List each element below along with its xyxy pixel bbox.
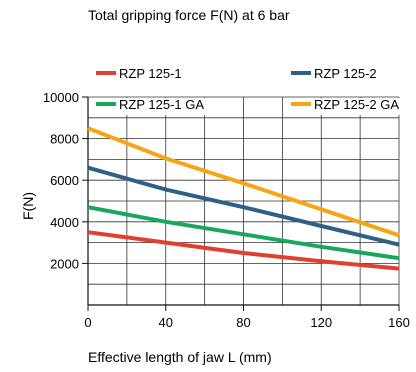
chart-axes <box>82 96 400 311</box>
chart-grid <box>88 96 400 305</box>
x-axis-label: Effective length of jaw L (mm) <box>88 349 272 365</box>
x-tick-label: 40 <box>159 315 173 330</box>
series-line <box>87 230 400 271</box>
x-tick-label: 120 <box>310 315 332 330</box>
legend-item: RZP 125-2 <box>291 66 381 84</box>
legend-label: RZP 125-2 <box>314 66 377 81</box>
legend-label: RZP 125-1 GA <box>119 97 204 112</box>
series-line <box>87 205 400 261</box>
legend-bg <box>96 98 209 115</box>
legend-label: RZP 125-2 GA <box>314 97 399 112</box>
x-tick-label: 160 <box>388 315 410 330</box>
legend-item: RZP 125-1 <box>96 66 186 84</box>
legend-bg <box>291 67 381 84</box>
legend-item: RZP 125-2 GA <box>291 97 404 115</box>
chart-title: Total gripping force F(N) at 6 bar <box>88 7 290 23</box>
series-line <box>87 165 400 247</box>
legend-bg <box>96 67 186 84</box>
x-tick-label: 0 <box>84 315 91 330</box>
y-tick-label: 10000 <box>43 90 79 105</box>
chart-legend: RZP 125-1 RZP 125-2 RZP 125-1 GA RZP 125-2 … <box>96 66 404 115</box>
x-tick-label: 80 <box>236 315 250 330</box>
series-line <box>87 126 400 238</box>
y-tick-label: 2000 <box>50 256 79 271</box>
y-tick-label: 8000 <box>50 132 79 147</box>
legend-label: RZP 125-1 <box>119 66 182 81</box>
tick-labels: 2000 4000 6000 8000 10000 0 40 80 120 160 <box>43 90 410 330</box>
y-tick-label: 4000 <box>50 215 79 230</box>
y-axis-label: F(N) <box>20 192 36 220</box>
y-tick-label: 6000 <box>50 173 79 188</box>
legend-bg <box>291 98 404 115</box>
legend-item: RZP 125-1 GA <box>96 97 209 115</box>
series-layer <box>87 126 400 271</box>
